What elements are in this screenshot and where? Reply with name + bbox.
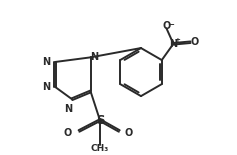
Text: O: O — [162, 21, 171, 31]
Text: O: O — [191, 37, 199, 47]
Text: O: O — [124, 128, 133, 137]
Text: N: N — [42, 57, 50, 67]
Text: O: O — [64, 128, 72, 137]
Text: N: N — [169, 39, 178, 49]
Text: N: N — [90, 52, 99, 62]
Text: −: − — [167, 20, 174, 29]
Text: S: S — [96, 114, 104, 127]
Text: N: N — [42, 82, 50, 92]
Text: CH₃: CH₃ — [91, 144, 109, 153]
Text: +: + — [174, 37, 180, 43]
Text: N: N — [64, 104, 72, 114]
